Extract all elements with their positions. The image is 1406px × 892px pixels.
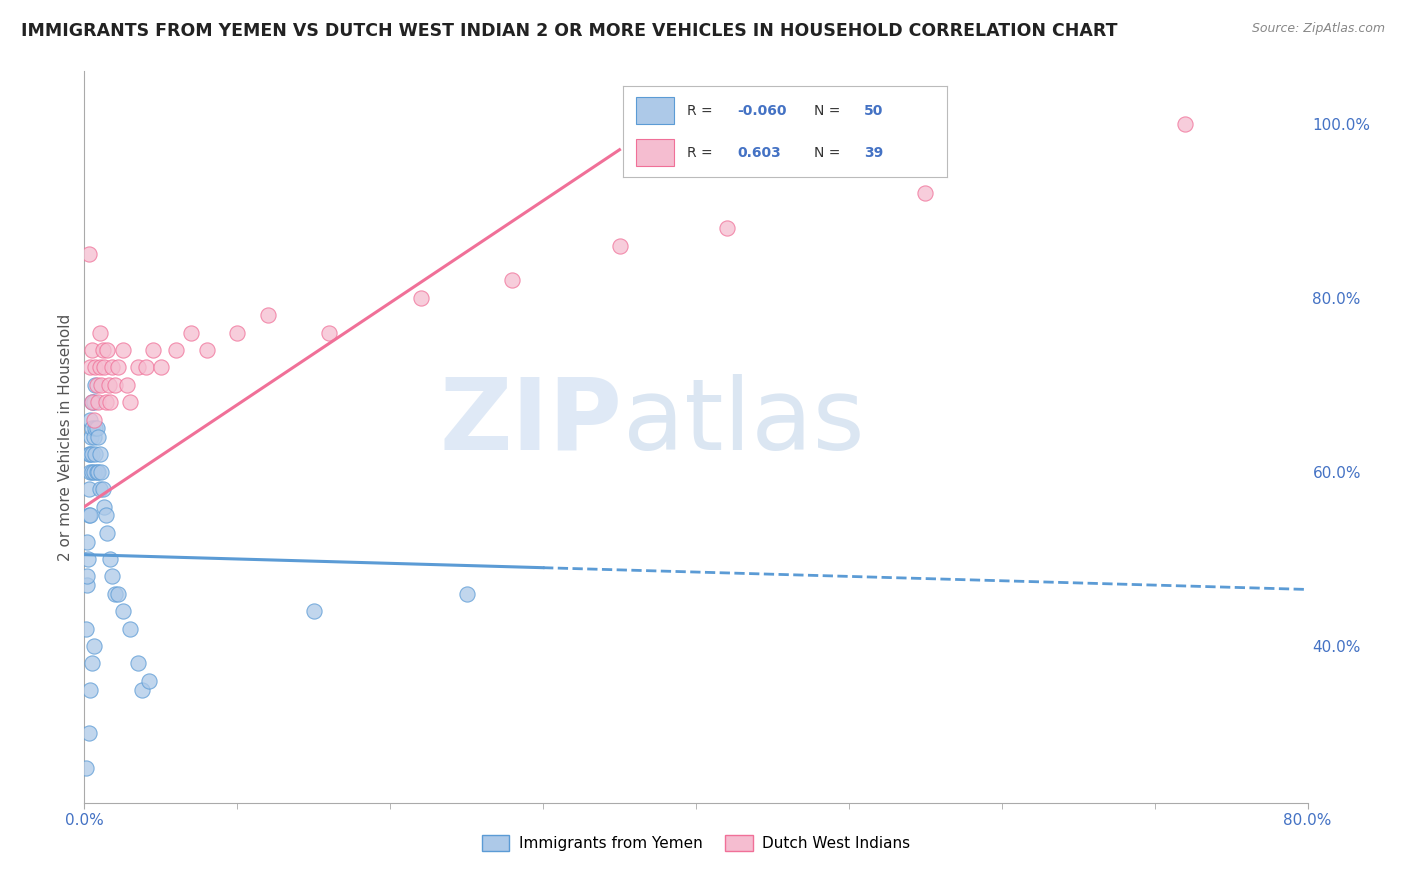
Point bbox=[93, 500, 115, 514]
Point bbox=[1174, 117, 1197, 131]
Point bbox=[83, 412, 105, 426]
Text: ZIP: ZIP bbox=[440, 374, 623, 471]
Point bbox=[914, 186, 936, 201]
Point bbox=[86, 377, 108, 392]
Point bbox=[76, 534, 98, 549]
Point bbox=[180, 326, 202, 340]
Point bbox=[609, 238, 631, 252]
Point bbox=[86, 421, 108, 435]
Point bbox=[120, 395, 142, 409]
Point bbox=[76, 578, 98, 592]
Text: atlas: atlas bbox=[623, 374, 865, 471]
Point bbox=[79, 412, 101, 426]
Point bbox=[91, 483, 114, 497]
Point bbox=[149, 360, 172, 375]
Point bbox=[79, 465, 101, 479]
Point bbox=[83, 465, 105, 479]
Point bbox=[97, 377, 120, 392]
Point bbox=[94, 508, 117, 523]
Point bbox=[77, 483, 100, 497]
Point bbox=[80, 395, 103, 409]
Point bbox=[89, 483, 111, 497]
Point bbox=[91, 343, 114, 357]
Point bbox=[84, 360, 107, 375]
Point bbox=[89, 448, 111, 462]
Point bbox=[84, 421, 107, 435]
Point bbox=[83, 395, 105, 409]
Point bbox=[115, 377, 138, 392]
Point bbox=[79, 508, 101, 523]
Point bbox=[98, 395, 121, 409]
Point bbox=[107, 587, 129, 601]
Point bbox=[302, 604, 325, 618]
Point bbox=[90, 377, 112, 392]
Point bbox=[456, 587, 478, 601]
Point bbox=[75, 622, 97, 636]
Legend: Immigrants from Yemen, Dutch West Indians: Immigrants from Yemen, Dutch West Indian… bbox=[475, 830, 917, 857]
Point bbox=[195, 343, 218, 357]
Point bbox=[89, 360, 111, 375]
Point bbox=[87, 430, 110, 444]
Point bbox=[77, 726, 100, 740]
Point bbox=[104, 587, 127, 601]
Point bbox=[716, 221, 738, 235]
Point bbox=[101, 569, 124, 583]
Point bbox=[79, 360, 101, 375]
Point bbox=[107, 360, 129, 375]
Point bbox=[111, 343, 134, 357]
Point bbox=[93, 360, 115, 375]
Point bbox=[98, 552, 121, 566]
Point bbox=[80, 657, 103, 671]
Point bbox=[89, 326, 111, 340]
Point bbox=[135, 360, 157, 375]
Point bbox=[96, 343, 118, 357]
Point bbox=[80, 430, 103, 444]
Point bbox=[96, 525, 118, 540]
Point bbox=[127, 657, 149, 671]
Point bbox=[83, 639, 105, 653]
Point bbox=[86, 465, 108, 479]
Point bbox=[84, 448, 107, 462]
Point bbox=[165, 343, 187, 357]
Y-axis label: 2 or more Vehicles in Household: 2 or more Vehicles in Household bbox=[58, 313, 73, 561]
Point bbox=[94, 395, 117, 409]
Text: IMMIGRANTS FROM YEMEN VS DUTCH WEST INDIAN 2 OR MORE VEHICLES IN HOUSEHOLD CORRE: IMMIGRANTS FROM YEMEN VS DUTCH WEST INDI… bbox=[21, 22, 1118, 40]
Point bbox=[90, 465, 112, 479]
Point bbox=[79, 448, 101, 462]
Point bbox=[83, 430, 105, 444]
Point bbox=[76, 569, 98, 583]
Point bbox=[80, 448, 103, 462]
Point bbox=[131, 682, 153, 697]
Point bbox=[80, 421, 103, 435]
Point bbox=[127, 360, 149, 375]
Point bbox=[111, 604, 134, 618]
Point bbox=[77, 552, 100, 566]
Point bbox=[318, 326, 340, 340]
Point bbox=[80, 343, 103, 357]
Point bbox=[77, 247, 100, 261]
Point bbox=[79, 682, 101, 697]
Point bbox=[80, 395, 103, 409]
Point bbox=[87, 465, 110, 479]
Point bbox=[226, 326, 249, 340]
Point bbox=[142, 343, 165, 357]
Point bbox=[138, 673, 160, 688]
Point bbox=[77, 448, 100, 462]
Point bbox=[77, 508, 100, 523]
Point bbox=[120, 622, 142, 636]
Point bbox=[84, 377, 107, 392]
Point bbox=[257, 308, 280, 322]
Point bbox=[104, 377, 127, 392]
Point bbox=[409, 291, 432, 305]
Point bbox=[101, 360, 124, 375]
Point bbox=[87, 395, 110, 409]
Point bbox=[75, 761, 97, 775]
Text: Source: ZipAtlas.com: Source: ZipAtlas.com bbox=[1251, 22, 1385, 36]
Point bbox=[502, 273, 524, 287]
Point bbox=[80, 465, 103, 479]
